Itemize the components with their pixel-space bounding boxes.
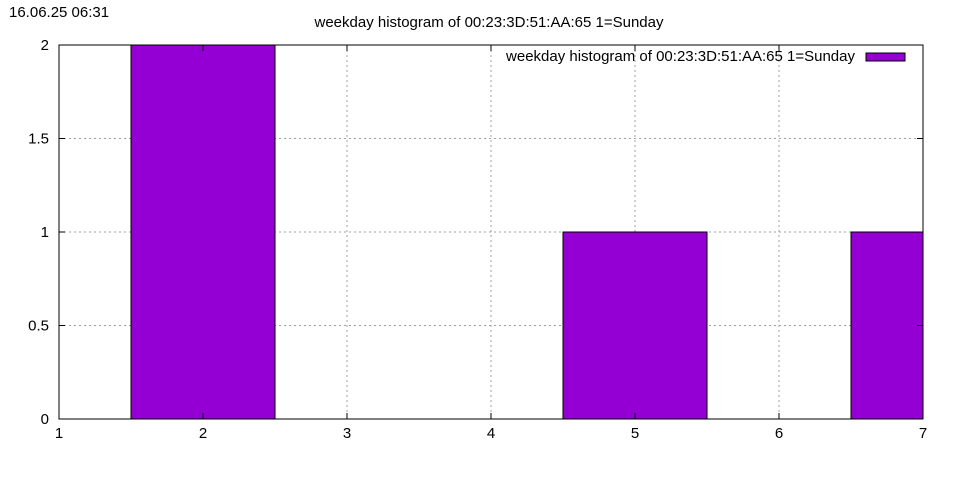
x-tick-label: 1 (55, 425, 63, 442)
y-tick-label: 2 (41, 37, 49, 54)
y-tick-label: 1.5 (28, 131, 49, 148)
bar (562, 231, 708, 420)
bar (130, 44, 276, 420)
x-tick-labels: 1 2 3 4 5 6 7 (55, 425, 927, 442)
legend-swatch (865, 52, 906, 62)
x-tick-label: 2 (199, 425, 207, 442)
y-tick-label: 0 (41, 411, 49, 428)
y-tick-label: 0.5 (28, 318, 49, 335)
legend: weekday histogram of 00:23:3D:51:AA:65 1… (505, 48, 906, 65)
y-tick-labels: 0 0.5 1 1.5 2 (28, 37, 49, 428)
x-tick-label: 3 (343, 425, 351, 442)
timestamp: 16.06.25 06:31 (9, 4, 110, 21)
axis-ticks (58, 44, 924, 420)
bars (130, 44, 924, 420)
x-tick-label: 7 (919, 425, 927, 442)
legend-label: weekday histogram of 00:23:3D:51:AA:65 1… (505, 48, 855, 65)
chart-title: weekday histogram of 00:23:3D:51:AA:65 1… (314, 14, 664, 31)
x-tick-label: 6 (775, 425, 783, 442)
y-tick-label: 1 (41, 224, 49, 241)
bar (850, 231, 924, 420)
x-tick-label: 4 (487, 425, 495, 442)
x-tick-label: 5 (631, 425, 639, 442)
